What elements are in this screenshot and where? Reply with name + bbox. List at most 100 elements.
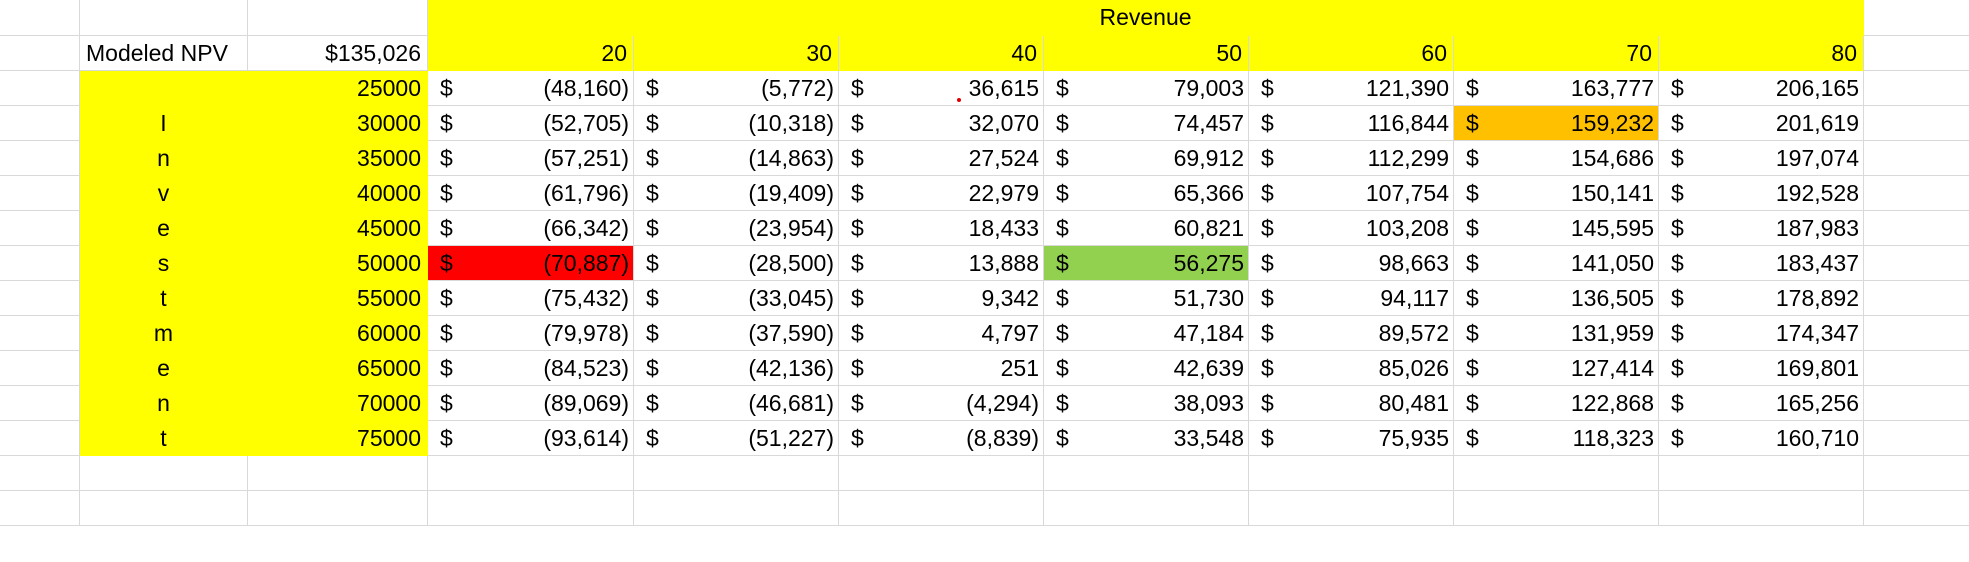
revenue-header-cell[interactable]: 50 xyxy=(1044,36,1249,71)
cell-empty[interactable] xyxy=(634,491,839,526)
vertical-label-letter-cell[interactable]: v xyxy=(80,176,248,211)
cell-empty[interactable] xyxy=(1659,491,1864,526)
npv-table-cell[interactable]: $131,959 xyxy=(1454,316,1659,351)
npv-table-cell[interactable]: $80,481 xyxy=(1249,386,1454,421)
npv-table-cell[interactable]: $51,730 xyxy=(1044,281,1249,316)
vertical-label-letter-cell[interactable]: I xyxy=(80,106,248,141)
npv-table-cell[interactable]: $ (52,705) xyxy=(428,106,634,141)
cell-empty[interactable] xyxy=(0,211,80,246)
revenue-title-cell[interactable]: Revenue xyxy=(428,0,1864,36)
npv-table-cell[interactable]: $27,524 xyxy=(839,141,1044,176)
npv-table-cell[interactable]: $ (19,409) xyxy=(634,176,839,211)
cell-empty[interactable] xyxy=(0,421,80,456)
revenue-header-cell[interactable]: 60 xyxy=(1249,36,1454,71)
npv-table-cell[interactable]: $36,615 xyxy=(839,71,1044,106)
npv-table-cell[interactable]: $107,754 xyxy=(1249,176,1454,211)
cell-empty[interactable] xyxy=(1044,456,1249,491)
npv-table-cell[interactable]: $ (48,160) xyxy=(428,71,634,106)
cell-empty[interactable] xyxy=(248,456,428,491)
cell-empty[interactable] xyxy=(1864,316,1969,351)
cell-empty[interactable] xyxy=(839,456,1044,491)
cell-empty[interactable] xyxy=(1454,491,1659,526)
cell-empty[interactable] xyxy=(1864,36,1969,71)
cell-empty[interactable] xyxy=(0,141,80,176)
cell-empty[interactable] xyxy=(248,491,428,526)
cell-empty[interactable] xyxy=(1864,351,1969,386)
npv-table-cell[interactable]: $33,548 xyxy=(1044,421,1249,456)
investment-value-cell[interactable]: 55000 xyxy=(248,281,428,316)
npv-table-cell[interactable]: $ (93,614) xyxy=(428,421,634,456)
cell-empty[interactable] xyxy=(1659,456,1864,491)
vertical-label-letter-cell[interactable]: s xyxy=(80,246,248,281)
cell-empty[interactable] xyxy=(1864,246,1969,281)
npv-table-cell[interactable]: $118,323 xyxy=(1454,421,1659,456)
npv-table-cell[interactable]: $ (23,954) xyxy=(634,211,839,246)
revenue-header-cell[interactable]: 80 xyxy=(1659,36,1864,71)
npv-table-cell[interactable]: $174,347 xyxy=(1659,316,1864,351)
cell-empty[interactable] xyxy=(80,456,248,491)
npv-table-cell[interactable]: $160,710 xyxy=(1659,421,1864,456)
cell-empty[interactable] xyxy=(80,0,248,36)
cell-empty[interactable] xyxy=(428,491,634,526)
npv-table-cell[interactable]: $ (79,978) xyxy=(428,316,634,351)
npv-table-cell[interactable]: $141,050 xyxy=(1454,246,1659,281)
investment-value-cell[interactable]: 50000 xyxy=(248,246,428,281)
npv-table-cell[interactable]: $145,595 xyxy=(1454,211,1659,246)
npv-table-cell[interactable]: $183,437 xyxy=(1659,246,1864,281)
npv-table-cell[interactable]: $85,026 xyxy=(1249,351,1454,386)
revenue-header-cell[interactable]: 20 xyxy=(428,36,634,71)
cell-empty[interactable] xyxy=(80,491,248,526)
npv-table-cell[interactable]: $ (57,251) xyxy=(428,141,634,176)
investment-value-cell[interactable]: 35000 xyxy=(248,141,428,176)
vertical-label-letter-cell[interactable]: t xyxy=(80,281,248,316)
cell-empty[interactable] xyxy=(1864,281,1969,316)
vertical-label-letter-cell[interactable]: n xyxy=(80,386,248,421)
npv-table-cell[interactable]: $4,797 xyxy=(839,316,1044,351)
npv-table-cell[interactable]: $75,935 xyxy=(1249,421,1454,456)
cell-empty[interactable] xyxy=(1864,386,1969,421)
npv-table-cell[interactable]: $ (5,772) xyxy=(634,71,839,106)
investment-value-cell[interactable]: 70000 xyxy=(248,386,428,421)
npv-table-cell[interactable]: $42,639 xyxy=(1044,351,1249,386)
cell-empty[interactable] xyxy=(1249,456,1454,491)
npv-table-cell[interactable]: $ (84,523) xyxy=(428,351,634,386)
npv-table-cell[interactable]: $22,979 xyxy=(839,176,1044,211)
npv-table-cell[interactable]: $121,390 xyxy=(1249,71,1454,106)
npv-table-cell[interactable]: $32,070 xyxy=(839,106,1044,141)
npv-table-cell[interactable]: $47,184 xyxy=(1044,316,1249,351)
npv-table-cell[interactable]: $ (46,681) xyxy=(634,386,839,421)
cell-empty[interactable] xyxy=(1864,421,1969,456)
cell-empty[interactable] xyxy=(1864,491,1969,526)
vertical-label-letter-cell[interactable]: e xyxy=(80,351,248,386)
npv-table-cell[interactable]: $178,892 xyxy=(1659,281,1864,316)
npv-table-cell[interactable]: $ (42,136) xyxy=(634,351,839,386)
npv-table-cell[interactable]: $9,342 xyxy=(839,281,1044,316)
npv-table-cell[interactable]: $206,165 xyxy=(1659,71,1864,106)
npv-table-cell[interactable]: $79,003 xyxy=(1044,71,1249,106)
revenue-header-cell[interactable]: 40 xyxy=(839,36,1044,71)
npv-table-cell[interactable]: $165,256 xyxy=(1659,386,1864,421)
npv-table-cell[interactable]: $187,983 xyxy=(1659,211,1864,246)
cell-empty[interactable] xyxy=(0,176,80,211)
npv-table-cell[interactable]: $136,505 xyxy=(1454,281,1659,316)
npv-table-cell[interactable]: $ (51,227) xyxy=(634,421,839,456)
npv-table-cell[interactable]: $74,457 xyxy=(1044,106,1249,141)
cell-empty[interactable] xyxy=(1864,0,1969,36)
npv-table-cell[interactable]: $201,619 xyxy=(1659,106,1864,141)
investment-value-cell[interactable]: 75000 xyxy=(248,421,428,456)
npv-table-cell[interactable]: $ (37,590) xyxy=(634,316,839,351)
cell-empty[interactable] xyxy=(1454,456,1659,491)
npv-table-cell[interactable]: $94,117 xyxy=(1249,281,1454,316)
npv-table-cell[interactable]: $103,208 xyxy=(1249,211,1454,246)
npv-table-cell[interactable]: $ (75,432) xyxy=(428,281,634,316)
npv-table-cell[interactable]: $ (33,045) xyxy=(634,281,839,316)
npv-table-cell[interactable]: $13,888 xyxy=(839,246,1044,281)
revenue-header-cell[interactable]: 30 xyxy=(634,36,839,71)
cell-empty[interactable] xyxy=(1864,71,1969,106)
cell-empty[interactable] xyxy=(1864,456,1969,491)
cell-empty[interactable] xyxy=(0,281,80,316)
npv-table-cell[interactable]: $ (66,342) xyxy=(428,211,634,246)
vertical-label-letter-cell[interactable]: m xyxy=(80,316,248,351)
cell-empty[interactable] xyxy=(0,71,80,106)
cell-empty[interactable] xyxy=(1864,176,1969,211)
